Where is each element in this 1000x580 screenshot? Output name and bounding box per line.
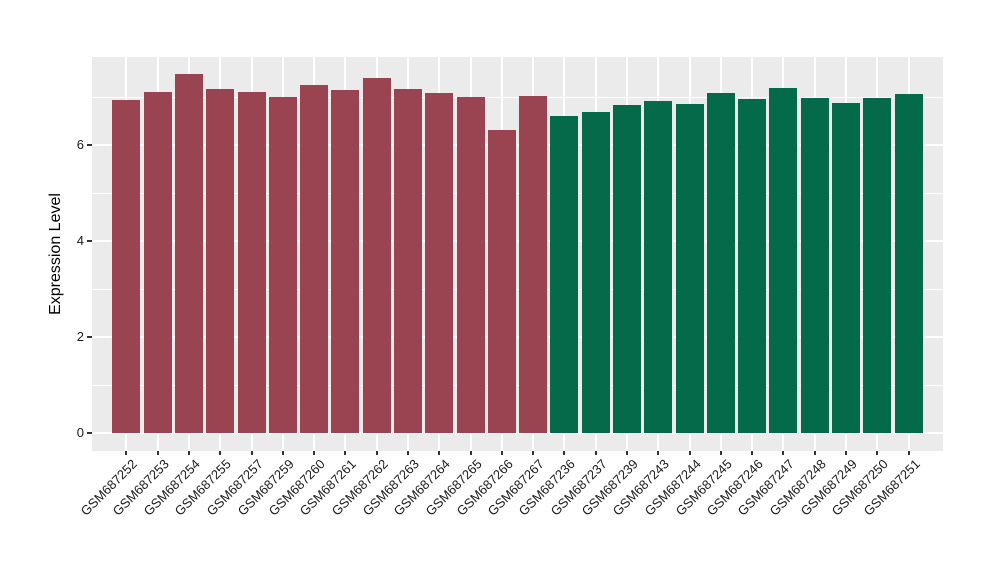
bar-GSM687257 [237,92,266,433]
bar-GSM687252 [112,99,141,433]
bar-GSM687248 [800,98,829,433]
bar-GSM687245 [706,93,735,433]
y-tick-label: 2 [76,329,84,344]
minor-gridline [92,384,943,386]
x-tick-mark [187,451,190,455]
x-tick-mark [156,451,159,455]
x-tick-mark [532,451,535,455]
bar-GSM687264 [425,93,454,433]
bar-GSM687266 [487,130,516,433]
x-tick-mark [344,451,347,455]
major-gridline [92,336,943,338]
x-tick-mark [281,451,284,455]
y-axis-title: Expression Level [47,193,64,315]
x-tick-mark [626,451,628,455]
minor-gridline [92,96,943,98]
bar-GSM687263 [393,88,422,433]
x-tick-mark [594,451,597,455]
bar-GSM687255 [206,89,235,433]
bar-GSM687261 [331,90,360,433]
y-tick-label: 6 [76,137,84,152]
bar-GSM687253 [143,92,172,433]
plot-panel [92,57,943,451]
bar-GSM687267 [519,96,548,433]
x-tick-mark [782,451,785,455]
bar-GSM687236 [550,116,579,433]
bar-GSM687251 [894,94,923,433]
y-tick-mark [87,336,92,338]
y-tick-label: 0 [76,425,84,440]
major-gridline [92,432,943,434]
bar-GSM687254 [174,74,203,433]
bar-GSM687250 [863,98,892,433]
x-tick-mark [876,451,879,455]
major-gridline [92,240,943,242]
minor-gridline [92,192,943,194]
x-tick-mark [907,451,910,455]
x-tick-mark [125,451,128,455]
bar-GSM687239 [613,105,641,433]
x-tick-mark [657,451,660,455]
bar-GSM687249 [832,102,860,433]
bar-GSM687246 [738,99,767,433]
x-tick-mark [250,451,253,455]
x-tick-mark [688,451,691,455]
y-tick-mark [87,144,92,146]
x-tick-mark [469,451,472,455]
x-tick-mark [719,451,722,455]
bar-GSM687265 [456,97,485,433]
x-tick-mark [438,451,441,455]
bar-GSM687259 [268,96,297,433]
x-tick-mark [313,451,316,455]
y-tick-mark [87,240,92,242]
bar-GSM687237 [581,112,610,433]
bar-GSM687247 [769,87,798,433]
bar-GSM687244 [675,104,704,433]
x-tick-mark [563,451,566,455]
y-tick-label: 4 [76,233,84,248]
x-tick-mark [751,451,754,455]
x-tick-mark [845,451,847,455]
x-tick-mark [375,451,378,455]
y-tick-mark [87,432,92,434]
minor-gridline [92,288,943,290]
x-tick-mark [813,451,816,455]
x-tick-mark [406,451,409,455]
bar-GSM687262 [362,78,391,433]
major-gridline [92,144,943,146]
bar-GSM687243 [644,100,673,433]
x-tick-mark [219,451,222,455]
bar-GSM687260 [300,84,329,433]
x-tick-mark [500,451,503,455]
